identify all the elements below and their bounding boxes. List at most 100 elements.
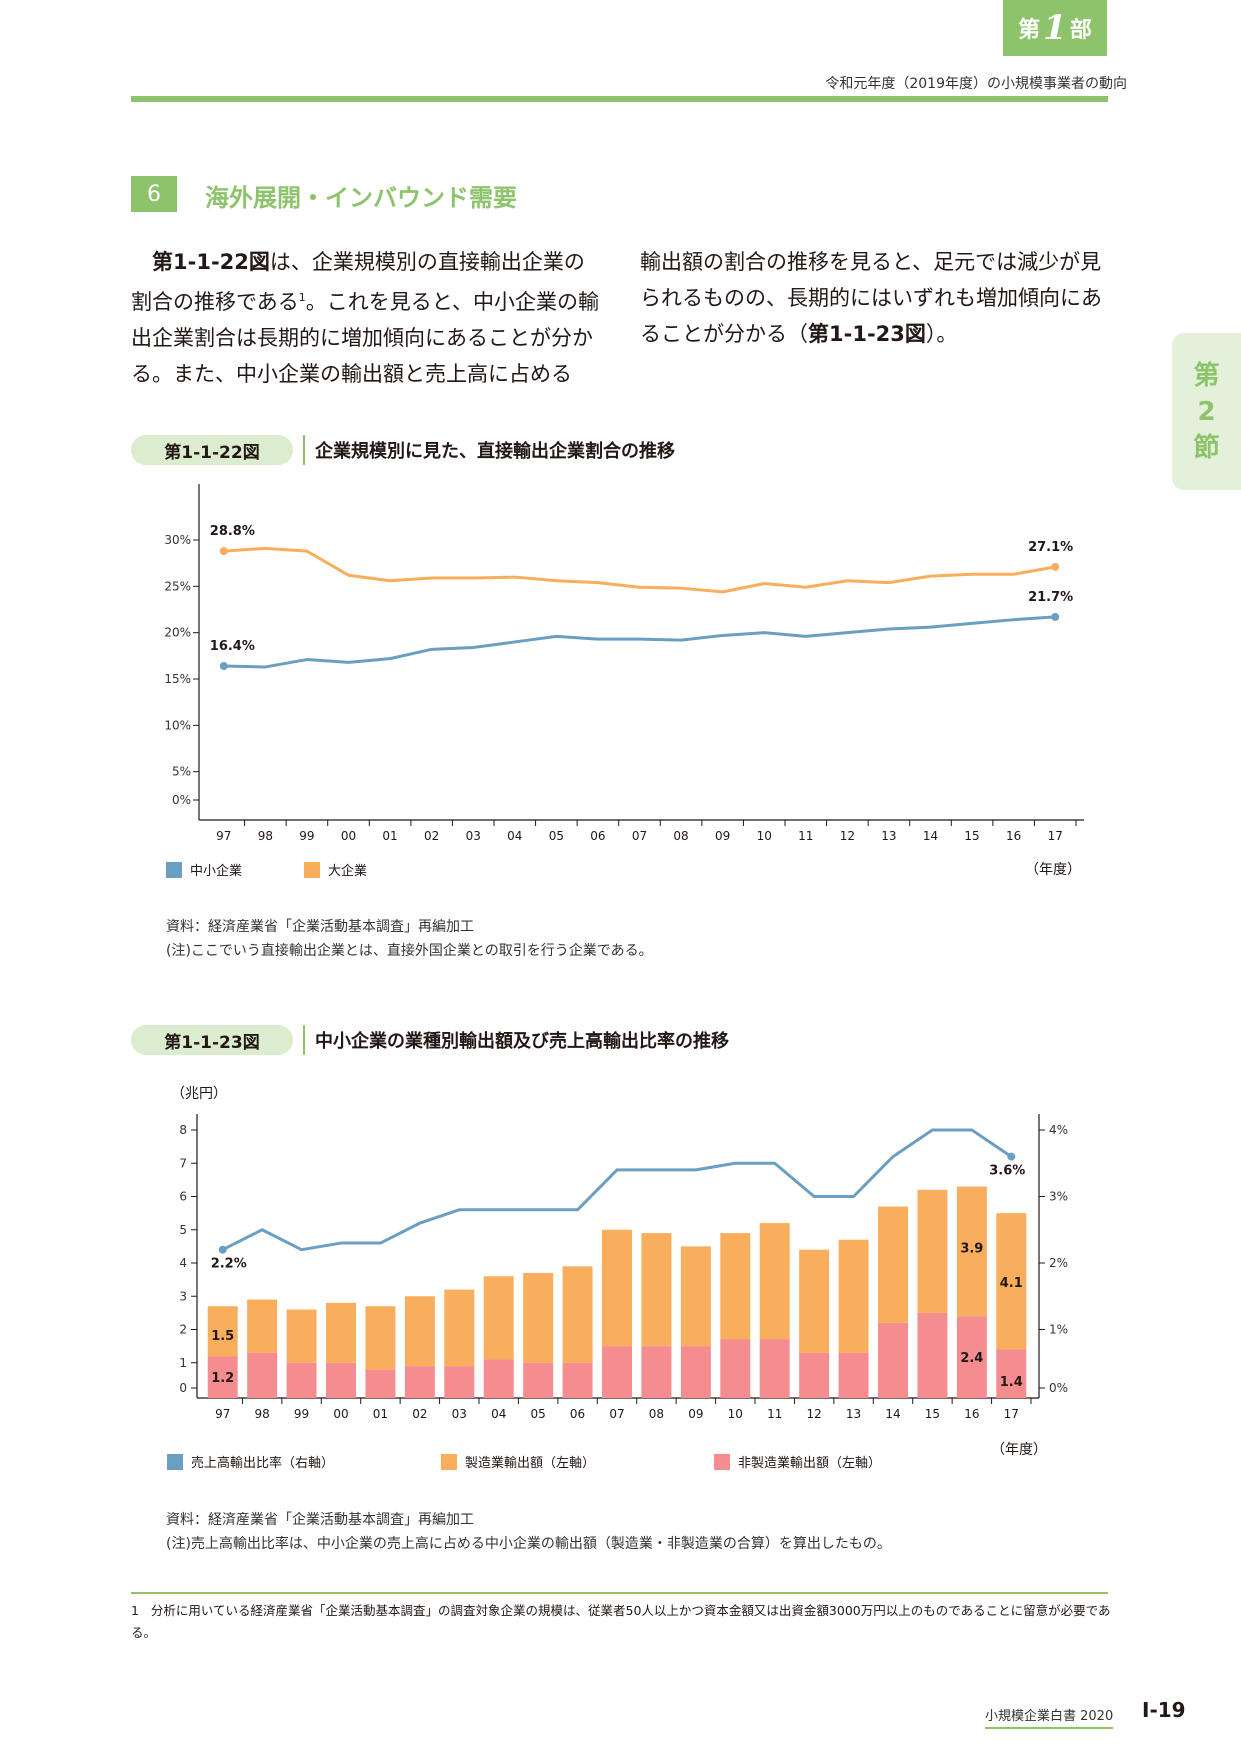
x-tick-label: 15: [925, 1407, 940, 1421]
data-label: 3.9: [960, 1242, 983, 1257]
legend-label: 非製造業輸出額（左軸）: [738, 1455, 881, 1471]
data-label: 28.8%: [210, 524, 255, 539]
series-start-marker: [219, 547, 228, 556]
y-tick-label: 5%: [172, 765, 191, 779]
figure2-separator: [303, 1025, 305, 1055]
x-tick-label: 98: [255, 1407, 270, 1421]
bar-manufacturing: [207, 1306, 238, 1357]
bar-manufacturing: [247, 1299, 278, 1353]
x-tick-label: 14: [923, 829, 938, 843]
y-left-unit: （兆円）: [171, 1086, 227, 1102]
bar-manufacturing: [838, 1239, 869, 1353]
x-tick-label: 01: [373, 1407, 388, 1421]
data-label: 27.1%: [1028, 540, 1073, 555]
x-tick-label: 09: [688, 1407, 703, 1421]
x-tick-label: 00: [341, 829, 356, 843]
y-right-tick-label: 4%: [1049, 1123, 1068, 1137]
x-tick-label: 03: [466, 829, 481, 843]
y-left-tick-label: 0: [179, 1381, 187, 1395]
legend-label: 中小企業: [190, 863, 242, 879]
figure1-source-text: 資料：経済産業省「企業活動基本調査」再編加工: [166, 919, 474, 935]
bar-nonmanufacturing: [720, 1339, 751, 1398]
bar-manufacturing: [602, 1229, 632, 1347]
y-tick-label: 15%: [164, 672, 191, 686]
figure-ref-2: 第1-1-23図: [808, 322, 926, 346]
y-left-tick-label: 5: [179, 1223, 187, 1237]
legend-label: 製造業輸出額（左軸）: [465, 1455, 595, 1471]
bar-manufacturing: [483, 1276, 514, 1360]
bar-manufacturing: [562, 1266, 593, 1363]
x-tick-label: 08: [649, 1407, 664, 1421]
data-label: 16.4%: [210, 639, 255, 654]
bar-manufacturing: [444, 1289, 475, 1367]
part-suffix: 部: [1069, 18, 1092, 43]
legend-swatch: [714, 1454, 730, 1470]
bar-nonmanufacturing: [286, 1362, 317, 1398]
bar-nonmanufacturing: [483, 1359, 514, 1398]
side-tab-line2: 2: [1197, 396, 1216, 427]
bar-nonmanufacturing: [326, 1362, 356, 1398]
y-right-tick-label: 2%: [1049, 1256, 1068, 1270]
figure2-source-text: 資料：経済産業省「企業活動基本調査」再編加工: [166, 1512, 474, 1528]
x-tick-label: 06: [590, 829, 605, 843]
x-tick-label: 13: [881, 829, 896, 843]
bar-manufacturing: [523, 1272, 554, 1363]
x-tick-label: 02: [424, 829, 439, 843]
x-tick-label: 01: [382, 829, 397, 843]
part-number: 1: [1043, 8, 1067, 48]
footnote-number: 1: [131, 1603, 139, 1618]
figure1-source: 資料：経済産業省「企業活動基本調査」再編加工 (注)ここでいう直接輸出企業とは、…: [166, 915, 653, 963]
figure1-heading: 第1-1-22図 企業規模別に見た、直接輸出企業割合の推移: [131, 435, 675, 465]
bar-nonmanufacturing: [996, 1349, 1027, 1398]
figure1-label: 第1-1-22図: [131, 435, 293, 465]
x-tick-label: 07: [632, 829, 647, 843]
paragraph-left-text2: 。これを見ると、中小企業の輸出企業割合は長期的に増加傾向にあることが分かる。また…: [131, 290, 599, 386]
data-label: 1.2: [211, 1371, 234, 1386]
legend-swatch: [304, 862, 320, 878]
bar-nonmanufacturing: [444, 1366, 475, 1398]
bar-nonmanufacturing: [759, 1339, 790, 1398]
x-tick-label: 11: [767, 1407, 782, 1421]
x-tick-label: 03: [452, 1407, 467, 1421]
data-label: 4.1: [1000, 1276, 1023, 1291]
bar-nonmanufacturing: [602, 1346, 632, 1398]
section-number: 6: [131, 176, 177, 212]
bar-manufacturing: [680, 1246, 711, 1347]
bar-manufacturing: [720, 1233, 751, 1340]
y-left-tick-label: 1: [179, 1356, 187, 1370]
x-tick-label: 99: [294, 1407, 309, 1421]
y-left-tick-label: 2: [179, 1323, 187, 1337]
legend-label: 売上高輸出比率（右軸）: [191, 1455, 334, 1471]
x-tick-label: 08: [673, 829, 688, 843]
x-tick-label: 13: [846, 1407, 861, 1421]
y-tick-label: 25%: [164, 579, 191, 593]
running-header: 令和元年度（2019年度）の小規模事業者の動向: [825, 76, 1127, 92]
x-tick-label: 10: [757, 829, 772, 843]
series-end-marker: [1051, 612, 1060, 621]
section-title: 海外展開・インバウンド需要: [205, 184, 517, 212]
data-label: 3.6%: [989, 1164, 1025, 1179]
data-label: 2.2%: [211, 1257, 247, 1272]
bar-nonmanufacturing: [878, 1322, 908, 1398]
bar-nonmanufacturing: [956, 1316, 987, 1398]
x-tick-label: 14: [885, 1407, 900, 1421]
data-label: 1.5: [211, 1329, 234, 1344]
bar-nonmanufacturing: [365, 1369, 396, 1398]
y-left-tick-label: 8: [179, 1123, 187, 1137]
x-tick-label: 99: [299, 829, 314, 843]
legend-swatch: [166, 862, 182, 878]
paragraph-right-text: 輸出額の割合の推移を見ると、足元では減少が見られるものの、長期的にはいずれも増加…: [640, 250, 1102, 346]
bar-nonmanufacturing: [523, 1362, 554, 1398]
x-tick-label: 12: [807, 1407, 822, 1421]
bar-nonmanufacturing: [207, 1356, 238, 1398]
footer-book-title: 小規模企業白書 2020: [985, 1705, 1114, 1729]
x-tick-label: 05: [549, 829, 564, 843]
y-left-tick-label: 7: [179, 1156, 187, 1170]
y-left-tick-label: 4: [179, 1256, 187, 1270]
x-tick-label: 16: [964, 1407, 979, 1421]
y-left-tick-label: 3: [179, 1289, 187, 1303]
y-left-tick-label: 6: [179, 1190, 187, 1204]
figure2-heading: 第1-1-23図 中小企業の業種別輸出額及び売上高輸出比率の推移: [131, 1025, 729, 1055]
bar-manufacturing: [759, 1223, 790, 1340]
